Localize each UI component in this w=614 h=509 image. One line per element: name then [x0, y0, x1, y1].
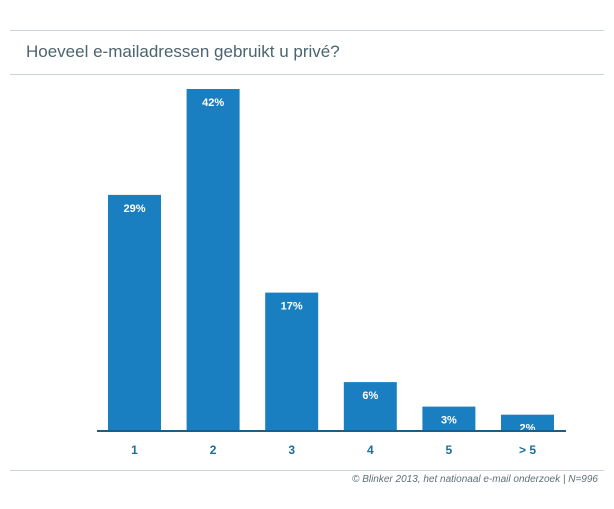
category-label-5: 5: [446, 443, 453, 457]
category-label-1: 1: [131, 443, 138, 457]
category-label-4: 4: [367, 443, 374, 457]
bar-value-label-4: 6%: [362, 390, 378, 402]
category-label-2: 2: [210, 443, 217, 457]
bars-group: 29% 42% 17% 6% 3% 2%: [108, 89, 554, 435]
bar-value-label-3: 17%: [281, 301, 303, 313]
title-rule: [10, 74, 604, 75]
top-rule: [10, 30, 604, 31]
bar-value-label-6: 2%: [520, 423, 536, 435]
source-note: © Blinker 2013, het nationaal e-mail ond…: [352, 474, 598, 485]
bar-value-label-1: 29%: [123, 203, 145, 215]
bar-1: [108, 194, 161, 431]
bar-4: [343, 382, 397, 431]
category-label-6: > 5: [519, 443, 536, 457]
bar-5: [422, 406, 476, 431]
bar-2: [186, 89, 240, 431]
category-label-3: 3: [288, 443, 295, 457]
chart-title: Hoeveel e-mailadressen gebruikt u privé?: [26, 42, 340, 61]
category-labels-group: 1 2 3 4 5 > 5: [131, 443, 536, 457]
footer-rule: [10, 470, 604, 471]
bar-value-label-2: 42%: [202, 97, 224, 109]
bar-value-label-5: 3%: [441, 415, 457, 427]
bar-6: [501, 414, 554, 431]
bar-3: [265, 292, 319, 431]
